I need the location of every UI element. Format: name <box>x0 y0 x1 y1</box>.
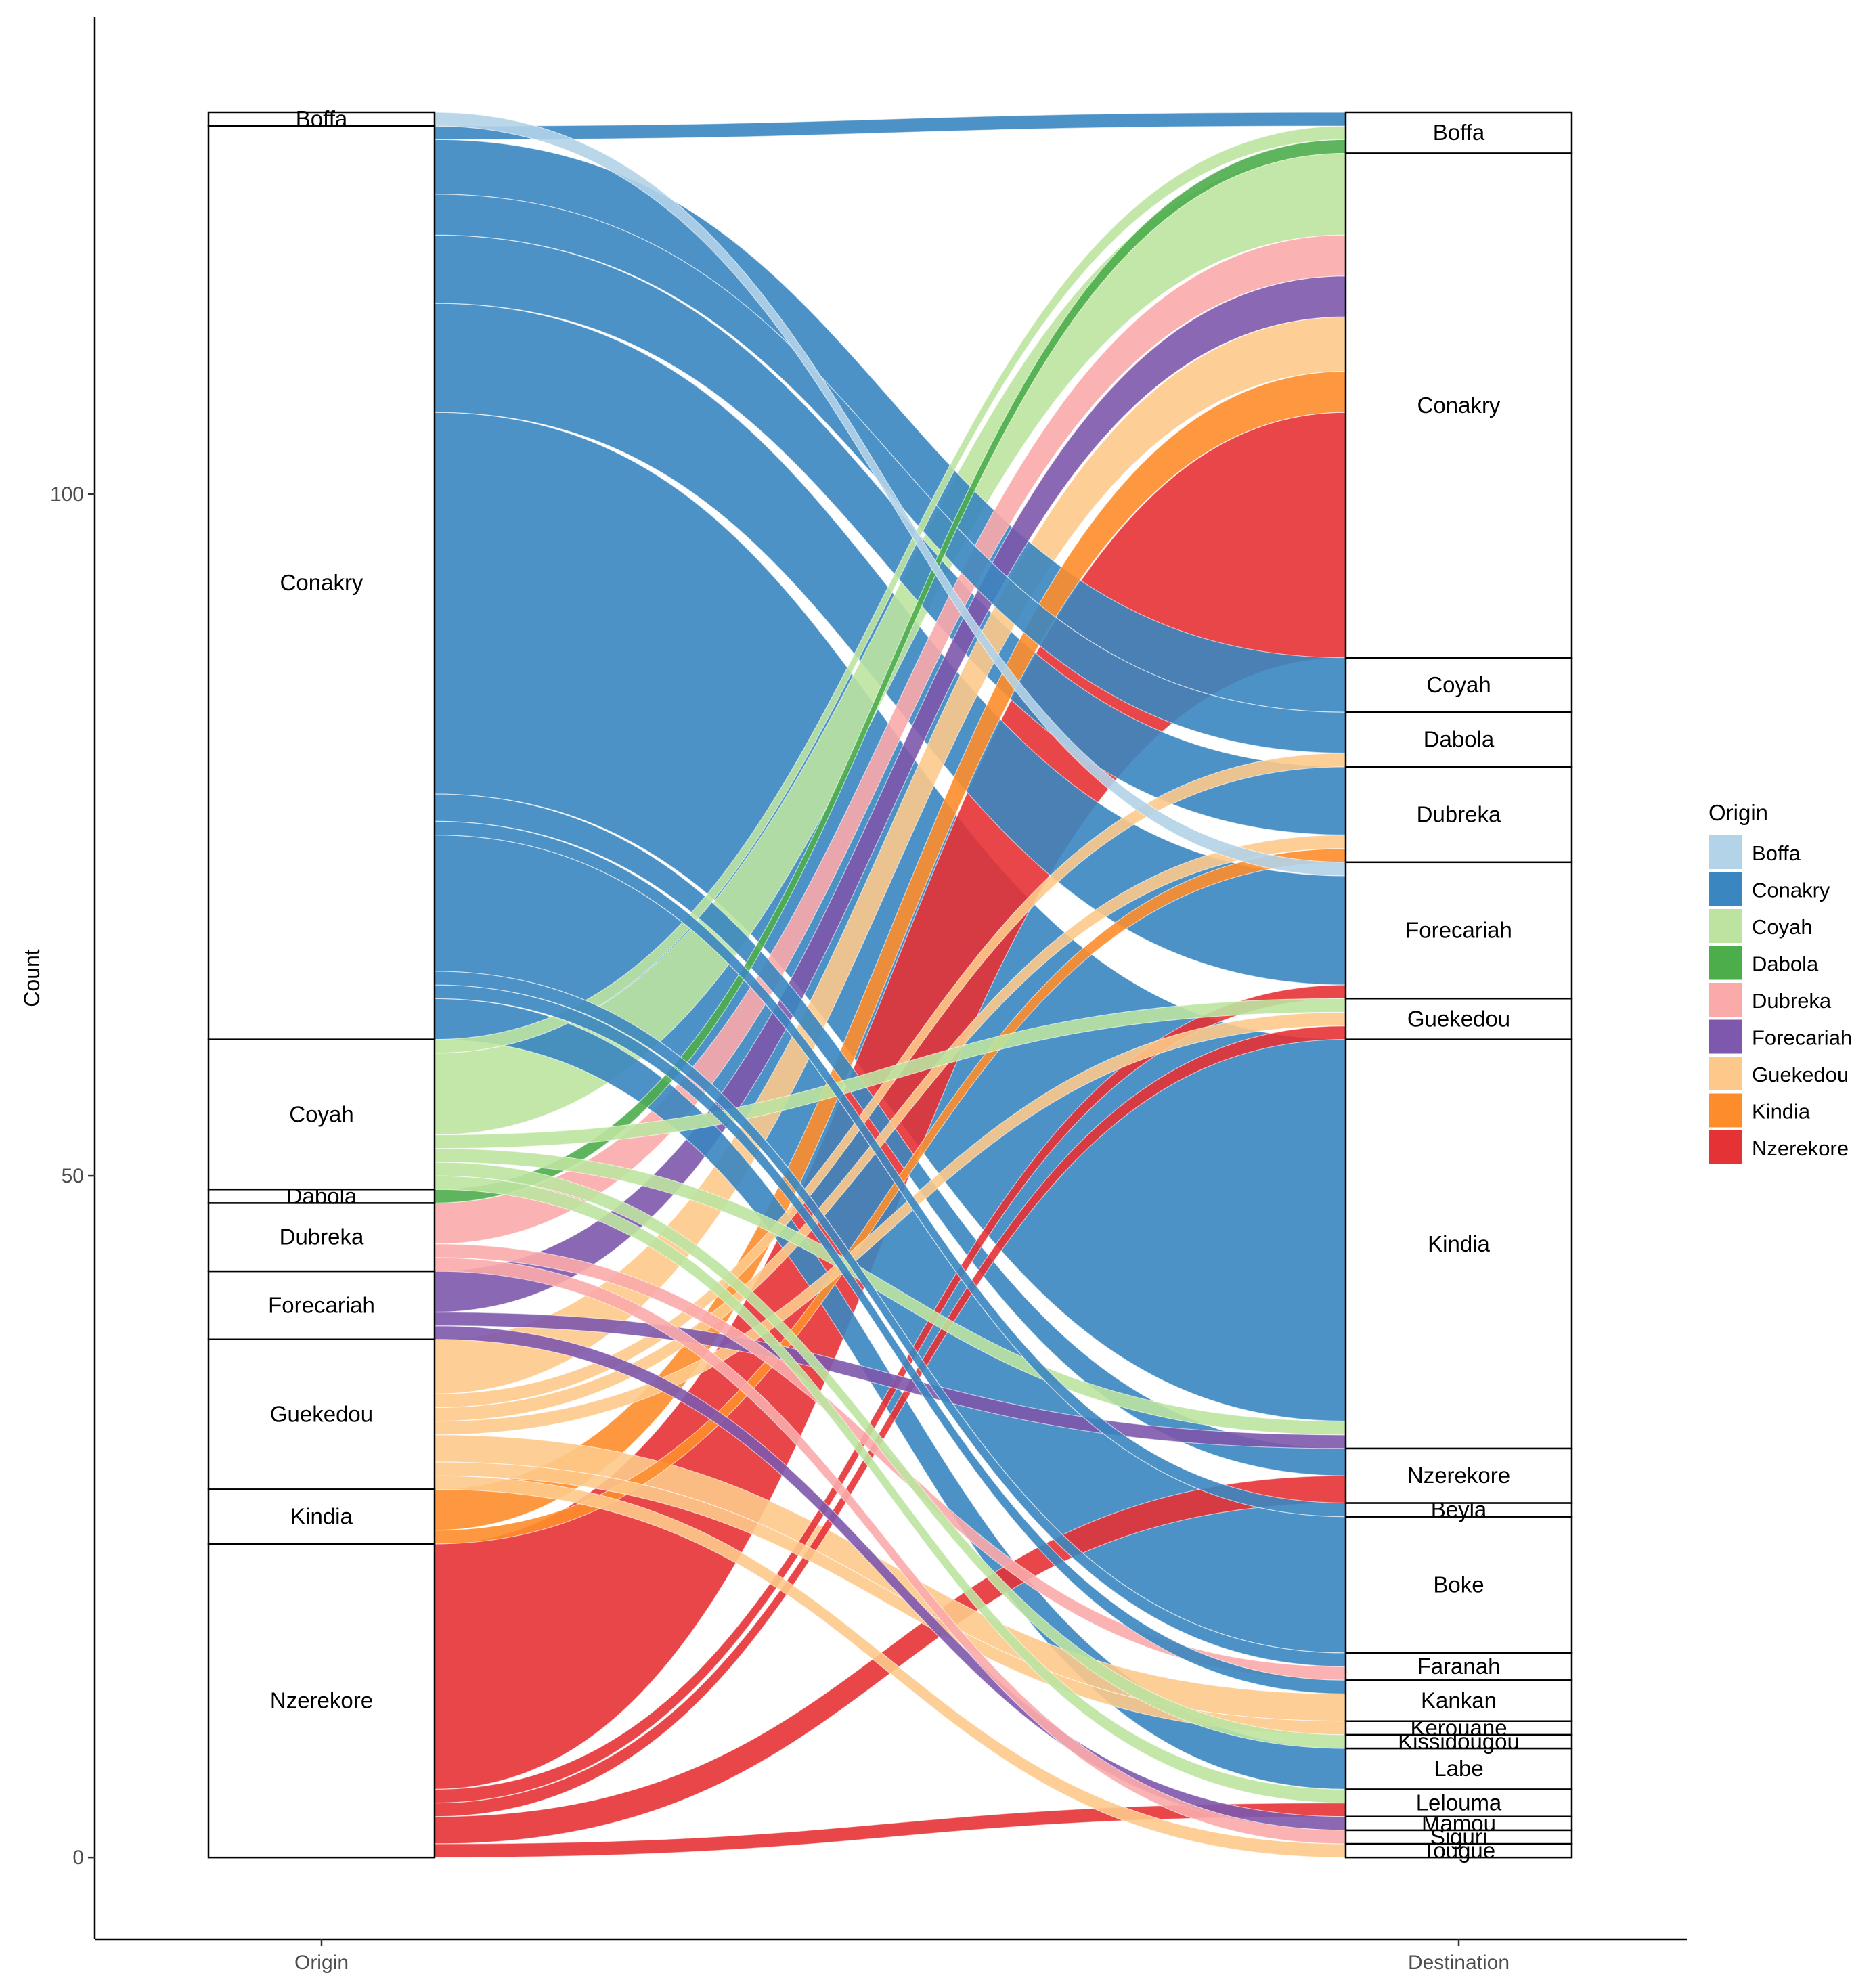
origin-stratum-coyah <box>207 1038 436 1191</box>
legend-title: Origin <box>1709 800 1768 825</box>
origin-stratum-label-conakry: Conakry <box>280 570 363 595</box>
legend-swatch-boffa <box>1709 835 1742 869</box>
legend-label-kindia: Kindia <box>1752 1100 1811 1124</box>
destination-stratum-label-boffa: Boffa <box>1433 120 1485 145</box>
destination-stratum-label-guekedou: Guekedou <box>1407 1006 1510 1031</box>
origin-stratum-kindia <box>207 1488 436 1545</box>
legend-label-boffa: Boffa <box>1752 841 1801 865</box>
legend-swatch-dubreka <box>1709 983 1742 1017</box>
strata-layer: Nzerekore Kindia Guekedou Forecariah Dubreka… <box>207 106 1573 1863</box>
destination-stratum-guekedou <box>1344 997 1573 1040</box>
destination-stratum-label-dubreka: Dubreka <box>1417 801 1501 826</box>
origin-stratum-dubreka <box>207 1202 436 1273</box>
origin-stratum-boffa <box>207 111 436 127</box>
origin-stratum-label-guekedou: Guekedou <box>270 1402 373 1427</box>
origin-stratum-label-boffa: Boffa <box>296 106 348 131</box>
destination-stratum-label-labe: Labe <box>1434 1756 1483 1781</box>
legend-swatch-dabola <box>1709 946 1742 980</box>
destination-stratum-label-faranah: Faranah <box>1417 1654 1501 1679</box>
origin-stratum-label-forecariah: Forecariah <box>268 1292 375 1317</box>
legend: Origin Boffa Conakry Coyah Dabola Dubreka Fore… <box>1709 800 1852 1164</box>
legend-swatch-coyah <box>1709 909 1742 943</box>
destination-stratum-label-kankan: Kankan <box>1421 1688 1497 1713</box>
origin-stratum-label-coyah: Coyah <box>289 1101 353 1126</box>
x-tick-label-destination: Destination <box>1408 1951 1510 1974</box>
flows-layer <box>434 112 1346 1858</box>
y-tick-label-0: 0 <box>72 1847 84 1869</box>
origin-stratum-nzerekore <box>207 1543 436 1859</box>
flow-conakry-to-boffa <box>434 112 1346 140</box>
destination-stratum-label-boke: Boke <box>1433 1572 1484 1597</box>
origin-stratum-label-kindia: Kindia <box>290 1504 353 1529</box>
legend-label-dabola: Dabola <box>1752 952 1819 976</box>
legend-label-conakry: Conakry <box>1752 879 1830 902</box>
legend-swatch-nzerekore <box>1709 1130 1742 1164</box>
destination-stratum-label-conakry: Conakry <box>1417 393 1501 418</box>
legend-swatch-guekedou <box>1709 1057 1742 1090</box>
legend-swatch-forecariah <box>1709 1019 1742 1054</box>
destination-stratum-label-kindia: Kindia <box>1428 1231 1490 1256</box>
legend-label-coyah: Coyah <box>1752 915 1813 939</box>
destination-stratum-label-nzerekore: Nzerekore <box>1407 1463 1510 1488</box>
legend-swatch-kindia <box>1709 1093 1742 1128</box>
destination-stratum-coyah <box>1344 657 1573 713</box>
y-tick-label-100: 100 <box>50 483 84 506</box>
legend-label-nzerekore: Nzerekore <box>1752 1136 1849 1160</box>
destination-stratum-conakry <box>1344 152 1573 659</box>
legend-swatch-conakry <box>1709 872 1742 906</box>
origin-stratum-label-nzerekore: Nzerekore <box>270 1688 373 1713</box>
destination-stratum-nzerekore <box>1344 1447 1573 1504</box>
destination-stratum-dubreka <box>1344 766 1573 864</box>
y-axis-title: Count <box>20 949 44 1007</box>
legend-label-dubreka: Dubreka <box>1752 989 1832 1013</box>
origin-stratum-guekedou <box>207 1338 436 1490</box>
destination-stratum-label-lelouma: Lelouma <box>1416 1790 1502 1815</box>
destination-stratum-label-dabola: Dabola <box>1424 727 1495 752</box>
x-tick-label-origin: Origin <box>294 1951 349 1974</box>
origin-stratum-label-dubreka: Dubreka <box>280 1224 364 1250</box>
origin-stratum-conakry <box>207 125 436 1040</box>
legend-label-guekedou: Guekedou <box>1752 1063 1849 1086</box>
destination-stratum-lelouma <box>1344 1788 1573 1817</box>
destination-stratum-forecariah <box>1344 861 1573 1000</box>
destination-stratum-label-forecariah: Forecariah <box>1405 918 1512 943</box>
destination-stratum-dabola <box>1344 711 1573 768</box>
destination-stratum-boffa <box>1344 111 1573 154</box>
plot-axes: 0 50 100 Origin Destination Count <box>20 17 1687 1974</box>
legend-label-forecariah: Forecariah <box>1752 1026 1852 1050</box>
origin-stratum-forecariah <box>207 1270 436 1341</box>
destination-stratum-kindia <box>1344 1038 1573 1450</box>
destination-stratum-label-coyah: Coyah <box>1426 672 1491 697</box>
y-tick-label-50: 50 <box>62 1165 84 1187</box>
